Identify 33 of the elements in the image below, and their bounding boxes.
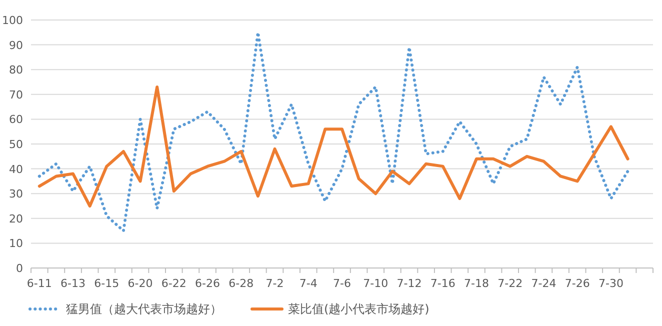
x-tick-label: 6-13 (60, 277, 86, 290)
x-tick-label: 7-6 (333, 277, 351, 290)
y-tick-label: 0 (16, 262, 23, 275)
x-tick-label: 7-18 (464, 277, 489, 290)
y-tick-label: 40 (9, 162, 23, 176)
x-tick-label: 7-4 (299, 277, 318, 290)
x-tick-label: 6-26 (195, 277, 220, 290)
x-tick-label: 6-20 (128, 277, 153, 290)
x-tick-label: 6-22 (161, 277, 186, 290)
x-tick-label: 7-12 (396, 277, 422, 290)
legend-label: 菜比值(越小代表市场越好) (288, 302, 430, 316)
y-tick-label: 80 (9, 64, 23, 77)
y-tick-label: 20 (9, 212, 23, 226)
x-tick-label: 7-2 (266, 277, 284, 290)
y-tick-label: 10 (9, 237, 23, 250)
y-tick-label: 50 (9, 138, 23, 151)
line-series (38, 30, 630, 232)
x-tick-label: 7-30 (598, 277, 624, 290)
y-tick-label: 30 (9, 188, 23, 201)
x-tick-label: 7-16 (430, 277, 456, 290)
y-tick-label: 100 (2, 14, 23, 27)
x-tick-label: 7-24 (531, 277, 556, 290)
x-tick-label: 7-22 (498, 277, 523, 290)
legend-label: 猛男值（越大代表市场越好） (66, 302, 222, 316)
x-tick-label: 7-26 (564, 277, 590, 290)
x-tick-label: 7-10 (363, 277, 388, 290)
y-tick-label: 60 (9, 113, 23, 126)
x-tick-label: 6-11 (26, 277, 52, 290)
x-tick-label: 6-28 (228, 277, 254, 290)
line-series (38, 85, 630, 208)
y-tick-label: 90 (9, 38, 23, 52)
x-tick-label: 6-15 (94, 277, 120, 290)
y-tick-label: 70 (9, 88, 23, 102)
